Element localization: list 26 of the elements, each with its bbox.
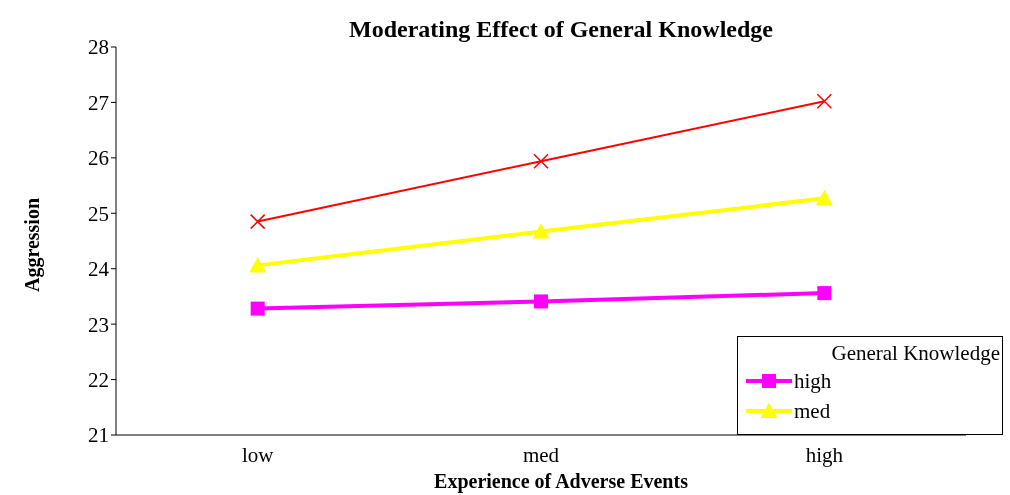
y-tick-label: 25 (88, 201, 109, 226)
point (816, 93, 833, 110)
x-tick-label: med (522, 442, 560, 467)
y-tick-label: 28 (88, 35, 109, 60)
legend-label: high (794, 368, 832, 394)
legend-label: med (794, 398, 831, 424)
point (533, 153, 549, 169)
y-tick-label: 27 (88, 90, 109, 115)
y-tick-label: 26 (88, 146, 109, 171)
x-tick-label: high (805, 442, 844, 467)
point (815, 189, 833, 206)
point (534, 294, 548, 309)
y-tick-label: 24 (88, 257, 110, 282)
point (817, 286, 832, 301)
y-tick-label: 22 (88, 368, 109, 393)
y-tick-label: 21 (88, 423, 109, 448)
point (249, 213, 266, 230)
x-axis-title: Experience of Adverse Events (433, 470, 689, 493)
legend-title: General Knowledge (830, 341, 1001, 366)
chart-title: Moderating Effect of General Knowledge (348, 16, 774, 43)
point (249, 256, 267, 273)
x-tick-label: low (241, 442, 275, 467)
point (532, 223, 550, 239)
y-axis-title: Aggression (20, 197, 44, 293)
y-tick-label: 23 (88, 312, 109, 337)
point (250, 301, 265, 316)
